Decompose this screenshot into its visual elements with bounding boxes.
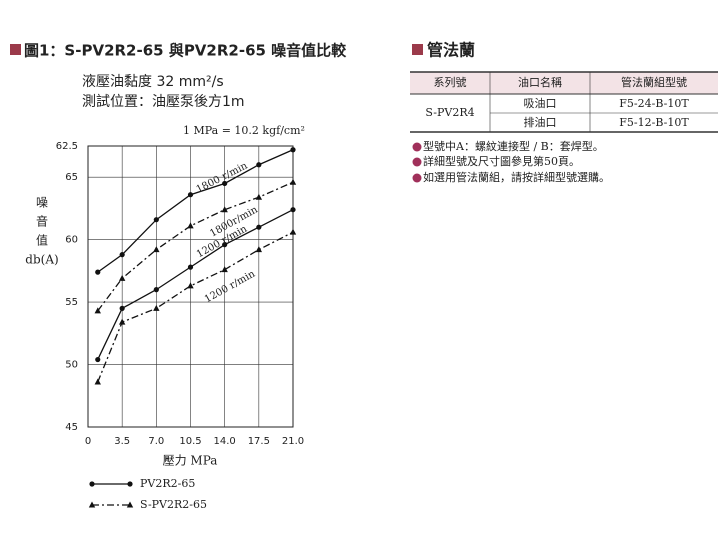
note: 如選用管法蘭組，請按詳細型號選購。 [423, 170, 610, 184]
y-axis-label: 值 [36, 233, 48, 248]
y-tick-label: 65 [65, 172, 78, 183]
table-header: 系列號 [434, 75, 467, 89]
section-icon [412, 44, 423, 55]
y-tick-label: 55 [65, 297, 78, 308]
point [187, 222, 194, 229]
y-tick-label: 45 [65, 422, 78, 433]
point [118, 274, 126, 281]
point [94, 307, 101, 314]
legend-label: PV2R2-65 [140, 477, 195, 490]
point [255, 193, 263, 200]
point [95, 269, 101, 275]
point [256, 162, 262, 168]
legend-marker [88, 501, 96, 508]
table-header: 管法蘭組型號 [621, 75, 687, 89]
y-tick-label: 62.5 [56, 141, 78, 152]
y-tick-label: 60 [65, 235, 78, 246]
legend-label: S-PV2R2-65 [140, 498, 207, 511]
point [221, 206, 228, 213]
point [118, 318, 126, 325]
point [255, 246, 263, 253]
point [95, 356, 101, 363]
point [153, 304, 160, 311]
bullet [412, 157, 422, 167]
curve-annotation: 1200 r/min [203, 268, 258, 305]
point [187, 264, 194, 270]
x-tick-label: 17.5 [248, 436, 270, 447]
point [153, 217, 159, 223]
point [153, 246, 160, 253]
point [290, 207, 296, 213]
table-header: 油口名稱 [518, 75, 562, 89]
note: 詳細型號及尺寸圖參見第50頁。 [423, 154, 580, 168]
point [119, 305, 125, 311]
legend-marker [89, 481, 95, 487]
section-title: 管法蘭 [427, 41, 475, 60]
bullet [412, 142, 422, 152]
point [222, 180, 228, 187]
legend-marker [127, 481, 133, 487]
y-axis-label: db(A) [25, 253, 58, 267]
point [290, 147, 296, 153]
x-tick-label: 21.0 [282, 436, 304, 447]
y-tick-label: 50 [65, 360, 78, 371]
flange-table: 系列號 油口名稱 管法蘭組型號 S-PV2R4 吸油口 F5-24-B-10T … [410, 71, 718, 133]
legend-marker [126, 501, 134, 508]
notes: 型號中A：螺紋連接型 / B：套焊型。 詳細型號及尺寸圖參見第50頁。 如選用管… [412, 139, 610, 184]
point [153, 287, 159, 293]
point [94, 378, 101, 385]
x-tick-label: 10.5 [179, 436, 201, 447]
bullet [412, 173, 422, 183]
point [187, 282, 194, 289]
plot-frame [87, 145, 294, 428]
y-axis-label: 音 [36, 214, 48, 229]
series-line [97, 149, 294, 273]
table-cell: S-PV2R4 [425, 106, 474, 119]
curve-annotation: 1800 r/min [195, 160, 250, 195]
unit-note: 1 MPa = 10.2 kgf/cm² [183, 124, 305, 137]
chart-title: 圖1：S-PV2R2-65 與PV2R2-65 噪音值比較 [24, 42, 347, 60]
table-cell: 吸油口 [524, 96, 557, 110]
point [221, 266, 228, 273]
title-icon [10, 44, 21, 55]
table-header-bg [410, 72, 718, 94]
point [222, 242, 228, 248]
table-cell: 排油口 [524, 115, 557, 129]
x-axis-label: 壓力 MPa [163, 454, 218, 468]
x-tick-label: 7.0 [148, 436, 164, 447]
x-tick-label: 0 [85, 436, 91, 447]
point [256, 224, 262, 230]
x-tick-label: 3.5 [114, 436, 130, 447]
series-line [97, 209, 294, 360]
point [187, 192, 194, 198]
x-tick-label: 14.0 [214, 436, 236, 447]
point [119, 252, 125, 258]
y-axis-label: 噪 [36, 196, 48, 210]
point [289, 178, 297, 185]
condition: 測試位置：油壓泵後方1m [82, 94, 245, 110]
note: 型號中A：螺紋連接型 / B：套焊型。 [423, 139, 604, 153]
table-cell: F5-12-B-10T [619, 116, 689, 129]
point [289, 228, 297, 235]
condition: 液壓油黏度 32 mm²/s [82, 74, 224, 90]
table-cell: F5-24-B-10T [619, 97, 689, 110]
series-line [97, 231, 294, 383]
